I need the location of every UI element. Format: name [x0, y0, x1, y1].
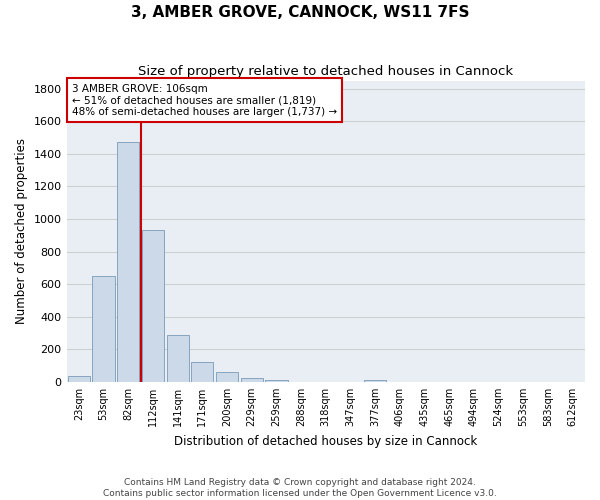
Bar: [216, 372, 238, 382]
Y-axis label: Number of detached properties: Number of detached properties: [15, 138, 28, 324]
Bar: [364, 380, 386, 382]
Bar: [265, 380, 287, 382]
Text: 3 AMBER GROVE: 106sqm
← 51% of detached houses are smaller (1,819)
48% of semi-d: 3 AMBER GROVE: 106sqm ← 51% of detached …: [72, 84, 337, 117]
Text: 3, AMBER GROVE, CANNOCK, WS11 7FS: 3, AMBER GROVE, CANNOCK, WS11 7FS: [131, 5, 469, 20]
Bar: [167, 334, 189, 382]
X-axis label: Distribution of detached houses by size in Cannock: Distribution of detached houses by size …: [174, 434, 478, 448]
Bar: [191, 362, 214, 382]
Bar: [142, 230, 164, 382]
Bar: [92, 276, 115, 382]
Text: Contains HM Land Registry data © Crown copyright and database right 2024.
Contai: Contains HM Land Registry data © Crown c…: [103, 478, 497, 498]
Bar: [117, 142, 139, 382]
Bar: [68, 376, 90, 382]
Title: Size of property relative to detached houses in Cannock: Size of property relative to detached ho…: [138, 65, 514, 78]
Bar: [241, 378, 263, 382]
